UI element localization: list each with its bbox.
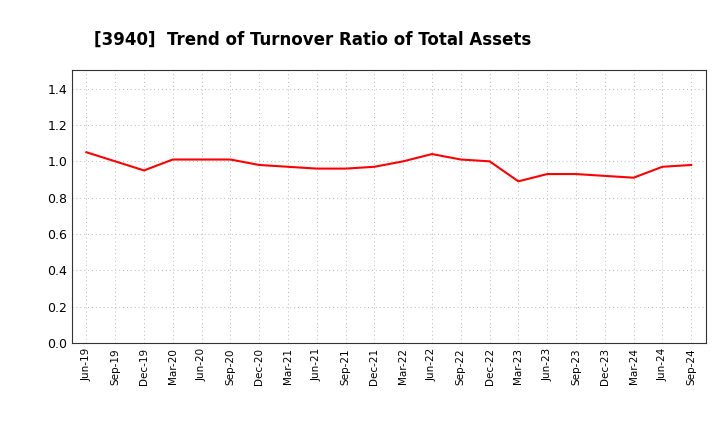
Text: [3940]  Trend of Turnover Ratio of Total Assets: [3940] Trend of Turnover Ratio of Total … xyxy=(94,31,531,49)
